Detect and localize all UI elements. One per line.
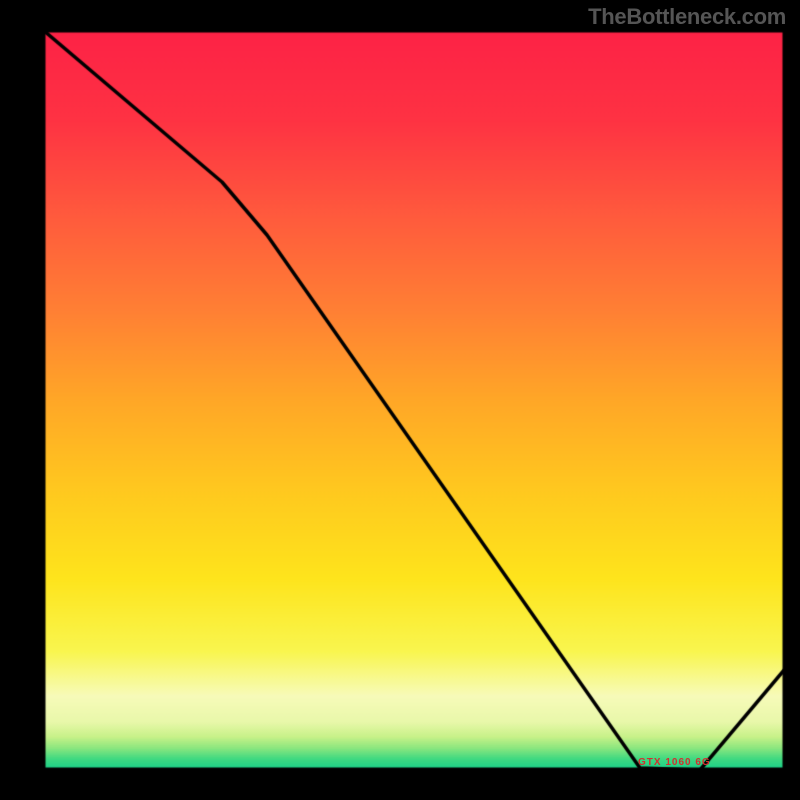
watermark-text: TheBottleneck.com xyxy=(588,4,786,30)
chart-red-label: GTX 1060 6G xyxy=(638,757,711,768)
bottleneck-chart-canvas xyxy=(0,0,800,800)
